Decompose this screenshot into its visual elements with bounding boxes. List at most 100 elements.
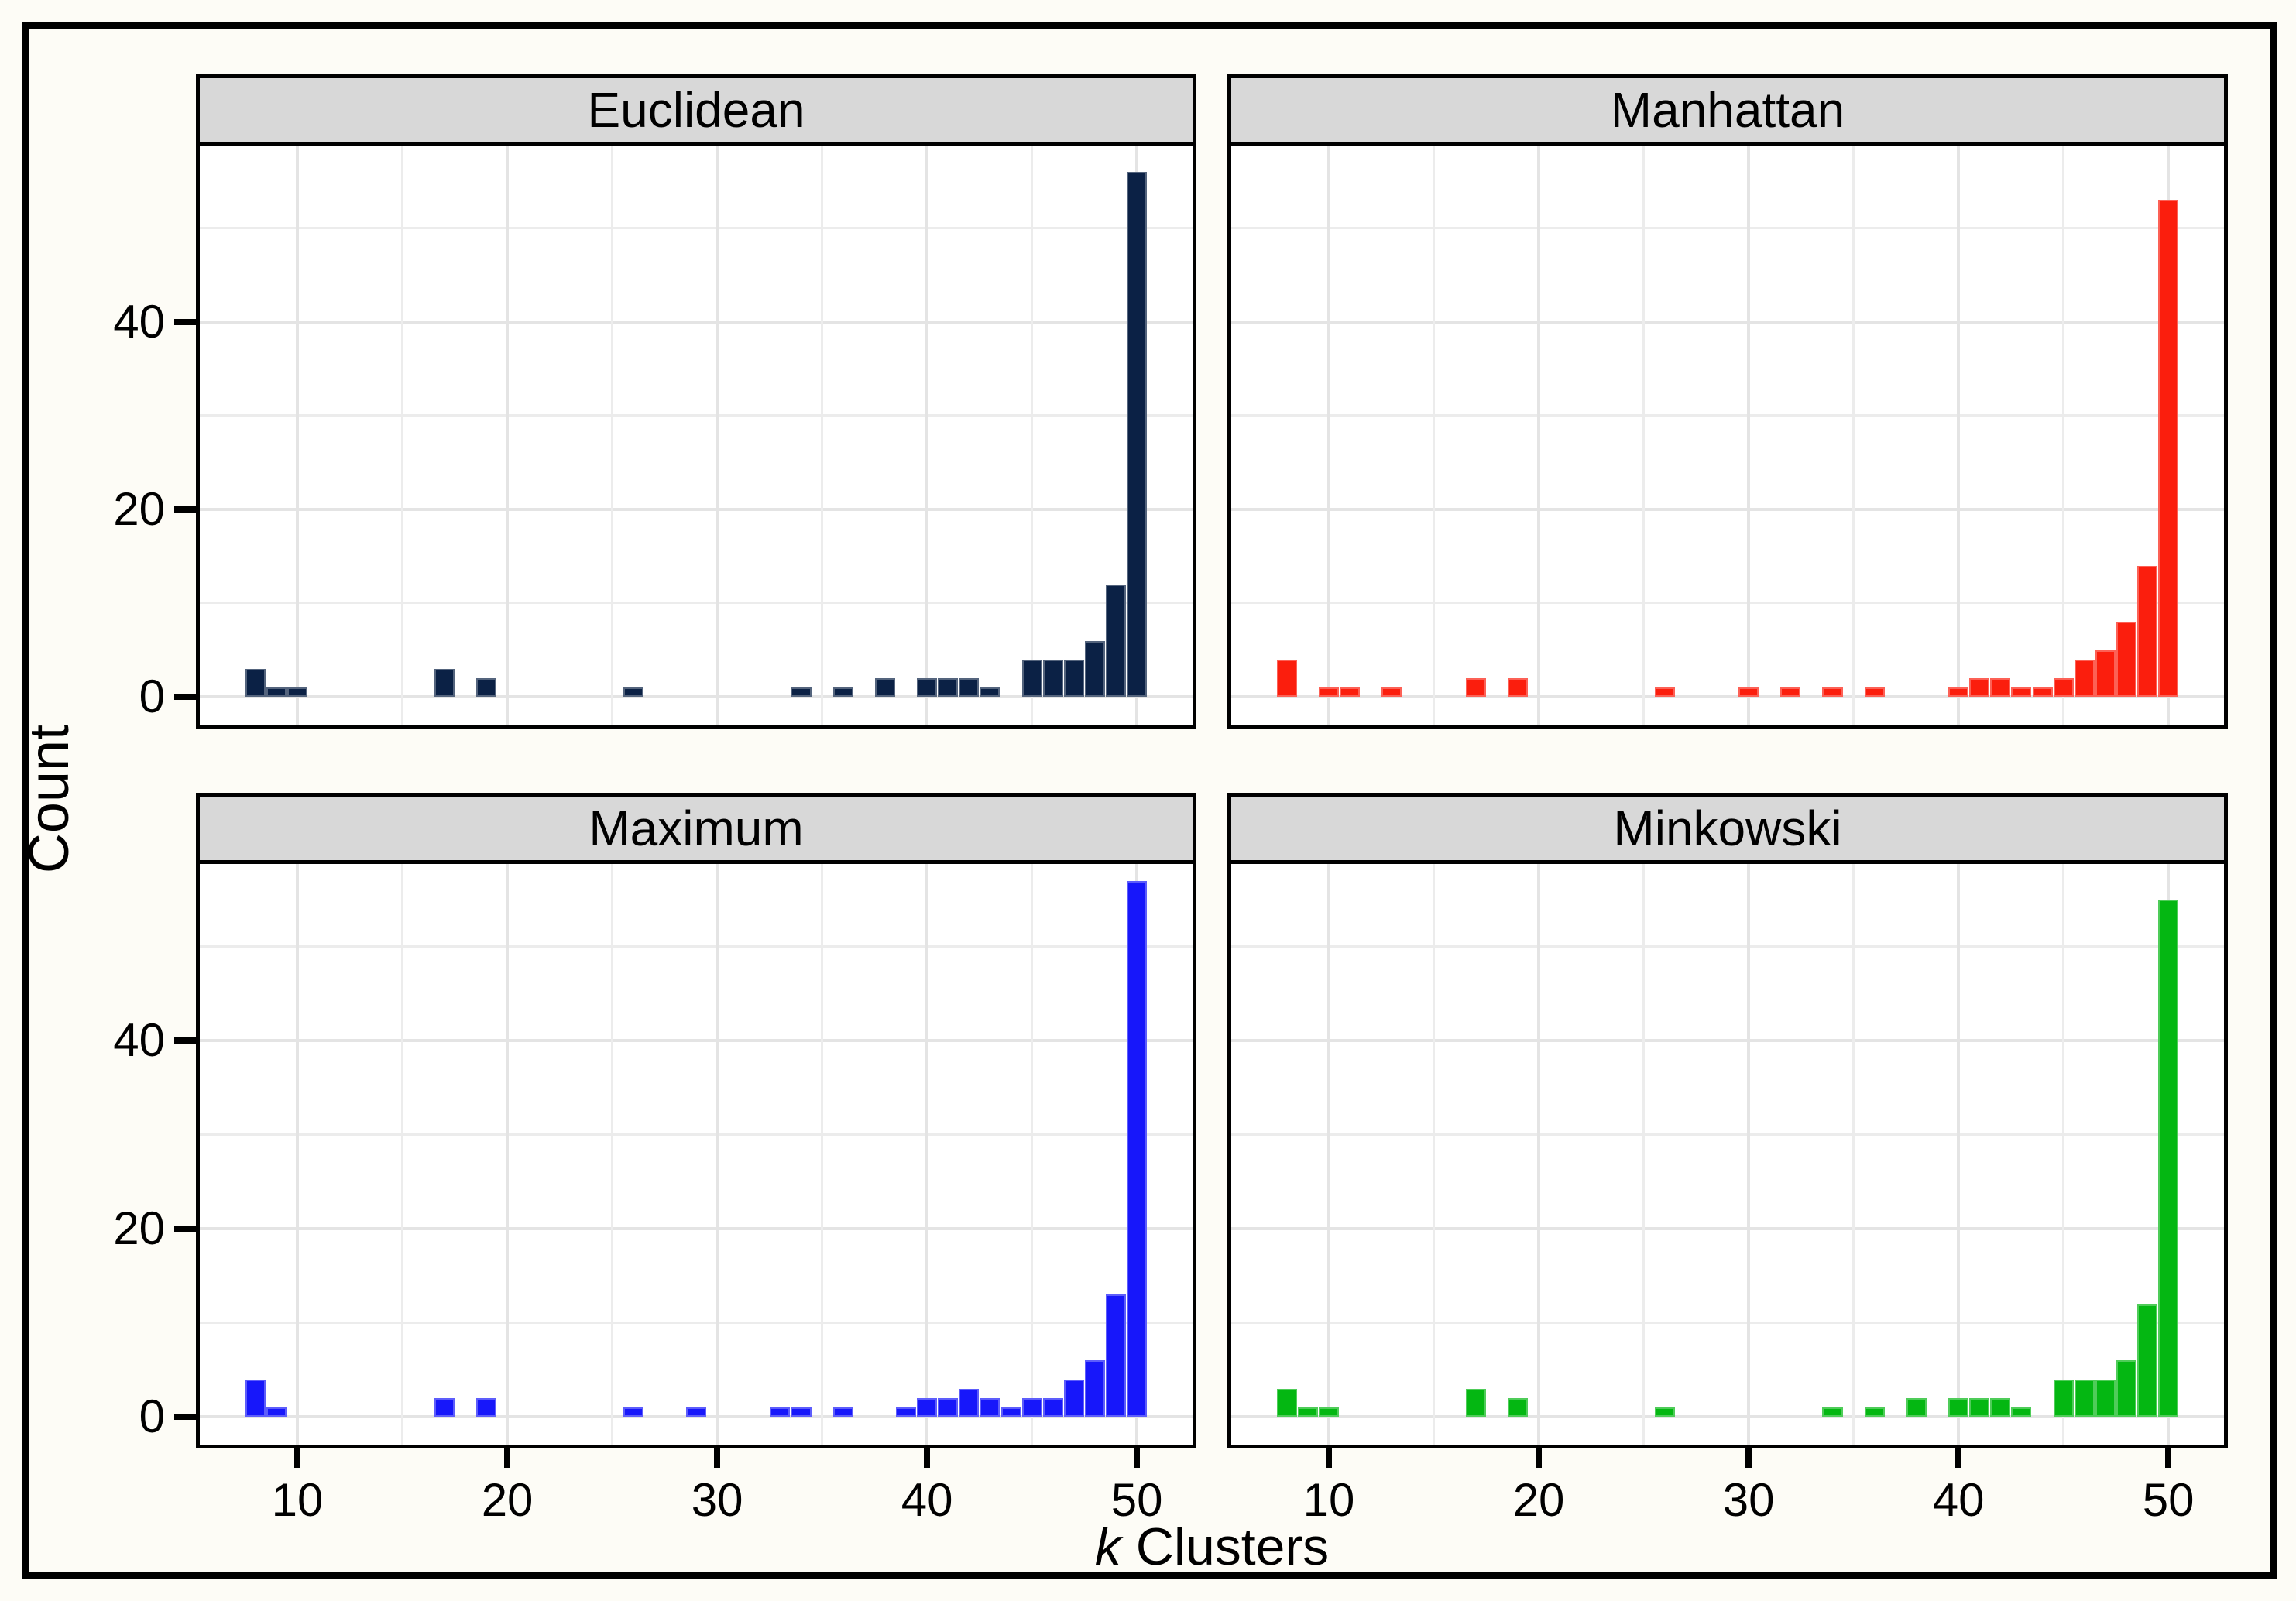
histogram-bar [917, 1397, 938, 1418]
x-gridline [1537, 864, 1541, 1445]
x-gridline [716, 146, 719, 725]
histogram-bar [1990, 678, 2011, 698]
y-gridline [200, 1227, 1193, 1231]
histogram-bar [1969, 678, 1990, 698]
facet-header-manhattan: Manhattan [1227, 74, 2228, 146]
x-gridline [1537, 146, 1541, 725]
histogram-bar [1276, 1388, 1297, 1418]
y-tick-mark [174, 1037, 200, 1044]
plot-area-maximum [196, 860, 1196, 1448]
histogram-bar [1084, 640, 1105, 698]
x-gridline [506, 864, 510, 1445]
histogram-bar [1042, 659, 1063, 698]
histogram-bar [2116, 622, 2136, 698]
x-tick-label: 50 [1110, 1474, 1163, 1526]
y-gridline [1231, 1039, 2224, 1043]
histogram-bar [1780, 687, 1801, 698]
histogram-bar [2053, 678, 2074, 698]
y-gridline [200, 695, 1193, 699]
histogram-bar [287, 687, 308, 698]
histogram-bar [1864, 687, 1885, 698]
x-gridline [2061, 864, 2064, 1445]
x-gridline [1642, 864, 1645, 1445]
y-gridline [1231, 602, 2224, 605]
x-axis-title-text: Clusters [1121, 1517, 1330, 1576]
x-gridline [1432, 146, 1435, 725]
histogram-bar [1127, 880, 1148, 1418]
histogram-bar [1948, 687, 1969, 698]
histogram-bar [959, 678, 980, 698]
x-axis-title-variable: k [1094, 1517, 1121, 1576]
histogram-bar [1021, 659, 1042, 698]
x-gridline [610, 146, 613, 725]
histogram-bar [266, 1407, 287, 1418]
histogram-bar [1021, 1397, 1042, 1418]
histogram-bar [1906, 1397, 1927, 1418]
histogram-bar [1507, 1397, 1528, 1418]
x-gridline [1327, 864, 1331, 1445]
x-gridline [1327, 146, 1331, 725]
x-gridline [925, 864, 929, 1445]
y-tick-mark [174, 1414, 200, 1421]
facet-header-euclidean: Euclidean [196, 74, 1196, 146]
histogram-bar [1127, 171, 1148, 698]
histogram-bar [2095, 1379, 2116, 1418]
y-axis-title: Count [19, 724, 81, 874]
x-gridline [1642, 146, 1645, 725]
histogram-bar [2137, 1304, 2158, 1418]
facet-manhattan: Manhattan [1227, 74, 2228, 729]
histogram-bar [1990, 1397, 2011, 1418]
y-gridline [1231, 1321, 2224, 1324]
y-gridline [1231, 320, 2224, 324]
x-gridline [1030, 864, 1033, 1445]
histogram-bar [685, 1407, 707, 1418]
histogram-bar [1297, 1407, 1318, 1418]
facet-euclidean: Euclidean [196, 74, 1196, 729]
histogram-bar [1106, 1294, 1127, 1418]
x-tick-label: 20 [481, 1474, 534, 1526]
histogram-bar [475, 678, 496, 698]
histogram-bar [1465, 678, 1486, 698]
histogram-bar [1084, 1360, 1105, 1418]
histogram-bar [1822, 1407, 1843, 1418]
histogram-bar [1318, 687, 1340, 698]
x-tick-label: 50 [2142, 1474, 2195, 1526]
histogram-bar [1654, 1407, 1675, 1418]
histogram-bar [1738, 687, 1759, 698]
histogram-bar [1822, 687, 1843, 698]
y-gridline [1231, 226, 2224, 229]
histogram-bar [959, 1388, 980, 1418]
y-tick-label: 20 [113, 1202, 165, 1255]
y-gridline [1231, 1227, 2224, 1231]
x-gridline [1957, 864, 1961, 1445]
y-gridline [200, 1133, 1193, 1136]
histogram-bar [1340, 687, 1361, 698]
y-gridline [200, 226, 1193, 229]
y-tick-mark [174, 506, 200, 513]
histogram-bar [1381, 687, 1402, 698]
y-gridline [1231, 695, 2224, 699]
x-tick-label: 10 [1302, 1474, 1355, 1526]
histogram-bar [475, 1397, 496, 1418]
x-tick-label: 20 [1512, 1474, 1565, 1526]
facet-title: Minkowski [1613, 800, 1842, 856]
x-gridline [820, 146, 823, 725]
x-gridline [1030, 146, 1033, 725]
histogram-bar [980, 1397, 1000, 1418]
histogram-bar [980, 687, 1000, 698]
y-gridline [200, 1415, 1193, 1419]
histogram-bar [1063, 1379, 1084, 1418]
y-tick-label: 0 [139, 670, 165, 723]
x-gridline [506, 146, 510, 725]
plot-area-manhattan [1227, 142, 2228, 729]
x-tick-mark [1745, 1445, 1752, 1468]
histogram-bar [1507, 678, 1528, 698]
facet-title: Euclidean [587, 82, 805, 138]
histogram-bar [770, 1407, 791, 1418]
y-tick-mark [174, 318, 200, 325]
histogram-bar [2158, 200, 2179, 698]
y-tick-label: 20 [113, 483, 165, 536]
y-gridline [1231, 413, 2224, 417]
x-tick-mark [1536, 1445, 1543, 1468]
